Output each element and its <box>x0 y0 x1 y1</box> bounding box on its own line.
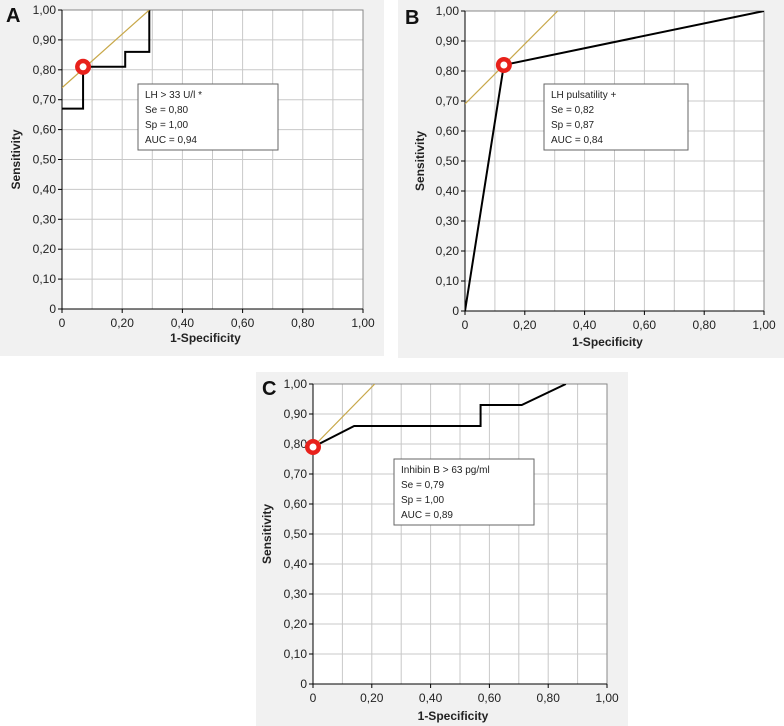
roc-curve <box>62 10 151 110</box>
series-group <box>313 384 567 448</box>
y-tick-label: 0,80 <box>33 63 57 77</box>
y-tick-label: 0,60 <box>33 123 57 137</box>
annotation-box <box>543 83 689 151</box>
annotation-line: LH > 33 U/l * <box>145 90 202 101</box>
y-tick-label: 0,30 <box>33 212 57 226</box>
y-tick-label: 0,30 <box>284 587 308 601</box>
x-tick-label: 0,80 <box>693 318 717 332</box>
y-tick-label: 0,20 <box>284 617 308 631</box>
x-tick-label: 0 <box>310 691 317 705</box>
y-tick-label: 1,00 <box>284 377 308 391</box>
x-axis-title: 1-Specificity <box>418 709 489 723</box>
roc-panel-b: 0 0,10 0,20 0,30 0,40 0,50 0,60 0,70 0,80 0,90 1,0… <box>398 0 784 358</box>
y-axis-title: Sensitivity <box>413 131 427 191</box>
tangent-line <box>62 10 150 89</box>
y-axis-title: Sensitivity <box>9 129 23 189</box>
annotation-line: Inhibin B > 63 pg/ml <box>401 465 490 476</box>
annotation-line: AUC = 0,89 <box>401 510 453 521</box>
x-tick-label: 0,20 <box>360 691 384 705</box>
cutoff-marker-center <box>309 443 317 451</box>
annotation-line: Se = 0,82 <box>551 105 595 116</box>
y-tick-label: 0,60 <box>436 124 460 138</box>
y-tick-label: 0,60 <box>284 497 308 511</box>
x-tick-label: 0,20 <box>111 316 135 330</box>
y-tick-label: 0,50 <box>33 153 57 167</box>
y-tick-label: 0,10 <box>436 274 460 288</box>
cutoff-marker-center <box>79 63 87 71</box>
y-tick-label: 0,20 <box>436 244 460 258</box>
x-tick-label: 1,00 <box>752 318 776 332</box>
y-tick-label: 0,30 <box>436 214 460 228</box>
annotation-line: Se = 0,80 <box>145 105 189 116</box>
y-tick-label: 0 <box>452 304 459 318</box>
y-tick-label: 0 <box>300 677 307 691</box>
x-tick-label: 1,00 <box>351 316 375 330</box>
roc-panel-a: 0 0,10 0,20 0,30 0,40 0,50 0,60 0,70 0,80 0,90 1,0… <box>0 0 384 356</box>
annotation-line: LH pulsatility + <box>551 90 616 101</box>
annotation-line: AUC = 0,84 <box>551 135 603 146</box>
y-tick-label: 1,00 <box>436 4 460 18</box>
series-group <box>62 10 151 110</box>
x-tick-label: 0 <box>59 316 66 330</box>
roc-chart-c: 0 0,10 0,20 0,30 0,40 0,50 0,60 0,70 0,80 0,90 1,0… <box>260 377 619 723</box>
y-tick-label: 0,70 <box>436 94 460 108</box>
y-tick-label: 0,70 <box>33 93 57 107</box>
annotation-box <box>137 83 279 151</box>
y-tick-label: 0,80 <box>436 64 460 78</box>
x-axis-title: 1-Specificity <box>170 331 241 345</box>
y-tick-label: 0,10 <box>33 272 57 286</box>
x-tick-label: 0,60 <box>478 691 502 705</box>
roc-panel-c: 0 0,10 0,20 0,30 0,40 0,50 0,60 0,70 0,80 0,90 1,0… <box>256 372 628 726</box>
annotation-line: Sp = 1,00 <box>401 495 445 506</box>
annotation-line: AUC = 0,94 <box>145 135 197 146</box>
tangent-line <box>465 11 559 105</box>
annotation-box <box>393 458 535 526</box>
tangent-line <box>313 384 376 448</box>
y-tick-label: 0,40 <box>436 184 460 198</box>
y-tick-label: 1,00 <box>33 3 57 17</box>
y-tick-label: 0,20 <box>33 242 57 256</box>
x-tick-label: 0,80 <box>291 316 315 330</box>
y-axis-title: Sensitivity <box>260 504 274 564</box>
y-tick-label: 0,50 <box>284 527 308 541</box>
x-tick-label: 0,60 <box>231 316 255 330</box>
x-tick-label: 0,40 <box>171 316 195 330</box>
roc-chart-a: 0 0,10 0,20 0,30 0,40 0,50 0,60 0,70 0,80 0,90 1,0… <box>6 3 375 345</box>
x-tick-label: 0,60 <box>633 318 657 332</box>
y-tick-label: 0,90 <box>436 34 460 48</box>
cutoff-marker-center <box>500 61 508 69</box>
x-tick-label: 0,20 <box>513 318 537 332</box>
x-tick-label: 0,80 <box>537 691 561 705</box>
x-tick-label: 0 <box>462 318 469 332</box>
roc-curve <box>313 384 567 448</box>
y-tick-label: 0,70 <box>284 467 308 481</box>
panel-letter: A <box>6 5 20 27</box>
y-tick-label: 0,40 <box>33 182 57 196</box>
annotation-line: Se = 0,79 <box>401 480 445 491</box>
y-tick-label: 0,10 <box>284 647 308 661</box>
x-axis-title: 1-Specificity <box>572 335 643 349</box>
annotation-line: Sp = 0,87 <box>551 120 595 131</box>
x-tick-label: 0,40 <box>573 318 597 332</box>
y-tick-label: 0,40 <box>284 557 308 571</box>
x-tick-label: 1,00 <box>595 691 619 705</box>
y-tick-label: 0,80 <box>284 437 308 451</box>
y-tick-label: 0,90 <box>33 33 57 47</box>
panel-letter: B <box>405 7 419 29</box>
y-tick-label: 0,90 <box>284 407 308 421</box>
y-tick-label: 0,50 <box>436 154 460 168</box>
y-tick-label: 0 <box>49 302 56 316</box>
x-tick-label: 0,40 <box>419 691 443 705</box>
annotation-line: Sp = 1,00 <box>145 120 189 131</box>
panel-letter: C <box>262 378 276 400</box>
roc-chart-b: 0 0,10 0,20 0,30 0,40 0,50 0,60 0,70 0,80 0,90 1,0… <box>405 4 776 349</box>
